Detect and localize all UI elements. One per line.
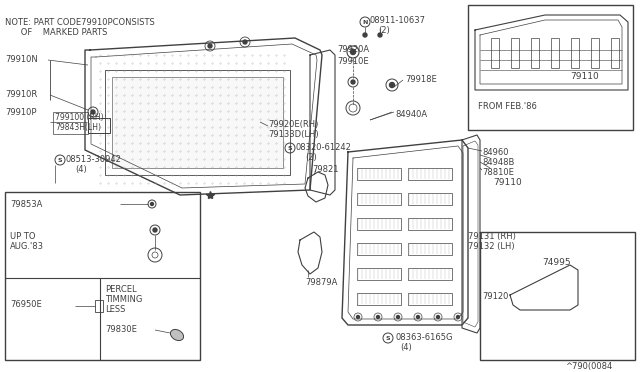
Circle shape: [376, 315, 380, 318]
Bar: [357, 193, 401, 205]
Circle shape: [153, 228, 157, 232]
Circle shape: [397, 315, 399, 318]
Circle shape: [456, 315, 460, 318]
Text: S: S: [288, 145, 292, 151]
Text: 84948B: 84948B: [482, 158, 515, 167]
Text: FROM FEB.'86: FROM FEB.'86: [478, 102, 537, 111]
Bar: [551, 38, 559, 68]
Circle shape: [91, 110, 95, 114]
Circle shape: [243, 40, 247, 44]
Bar: [408, 193, 452, 205]
Text: 79910P: 79910P: [5, 108, 36, 117]
Circle shape: [356, 315, 360, 318]
Bar: [53, 112, 88, 134]
Bar: [511, 38, 519, 68]
Text: 79920A: 79920A: [337, 45, 369, 54]
Text: LESS: LESS: [105, 305, 125, 314]
Bar: [468, 5, 633, 130]
Text: 79110: 79110: [570, 72, 599, 81]
Bar: [408, 168, 452, 180]
Text: 08911-10637: 08911-10637: [370, 16, 426, 25]
Text: (4): (4): [400, 343, 412, 352]
Text: 79910N: 79910N: [5, 55, 38, 64]
Text: (2): (2): [378, 26, 390, 35]
Bar: [5, 192, 200, 360]
Text: 79879A: 79879A: [305, 278, 337, 287]
Bar: [105, 70, 290, 175]
Bar: [357, 168, 401, 180]
Text: 78810E: 78810E: [482, 168, 514, 177]
Bar: [408, 243, 452, 255]
Bar: [408, 218, 452, 230]
Bar: [112, 77, 283, 168]
Text: NOTE: PART CODE79910PCONSISTS: NOTE: PART CODE79910PCONSISTS: [5, 18, 155, 27]
Text: 79120: 79120: [482, 292, 508, 301]
Circle shape: [363, 33, 367, 37]
Circle shape: [351, 80, 355, 84]
Text: 79920E(RH): 79920E(RH): [268, 120, 318, 129]
Bar: [480, 232, 635, 360]
Bar: [571, 38, 579, 68]
Bar: [491, 38, 499, 68]
Bar: [357, 218, 401, 230]
Circle shape: [436, 315, 440, 318]
Text: S: S: [386, 336, 390, 340]
Text: 08513-30942: 08513-30942: [66, 155, 122, 164]
Text: 79133D(LH): 79133D(LH): [268, 130, 319, 139]
Text: OF    MARKED PARTS: OF MARKED PARTS: [5, 28, 108, 37]
Text: 74995: 74995: [542, 258, 571, 267]
Circle shape: [378, 33, 382, 37]
Text: 79110: 79110: [493, 178, 522, 187]
Text: 79910E: 79910E: [337, 57, 369, 66]
Bar: [408, 293, 452, 305]
Ellipse shape: [170, 330, 184, 341]
Text: 84960: 84960: [482, 148, 509, 157]
Text: 84940A: 84940A: [395, 110, 427, 119]
Bar: [357, 268, 401, 280]
Text: (2): (2): [305, 153, 317, 162]
Circle shape: [150, 202, 154, 205]
Bar: [591, 38, 599, 68]
Text: S: S: [58, 157, 62, 163]
Circle shape: [390, 83, 394, 87]
Circle shape: [417, 315, 419, 318]
Text: 08363-6165G: 08363-6165G: [395, 333, 452, 342]
Bar: [611, 38, 619, 68]
Text: 79131 (RH): 79131 (RH): [468, 232, 516, 241]
Bar: [408, 268, 452, 280]
Bar: [357, 243, 401, 255]
Text: ^790(0084: ^790(0084: [565, 362, 612, 371]
Text: PERCEL: PERCEL: [105, 285, 136, 294]
Text: 79830E: 79830E: [105, 325, 137, 334]
Text: 79918E: 79918E: [405, 75, 436, 84]
Text: 799100 (RH): 799100 (RH): [55, 113, 104, 122]
Bar: [95, 300, 103, 312]
Text: (4): (4): [75, 165, 87, 174]
Bar: [531, 38, 539, 68]
Bar: [88, 118, 110, 133]
Text: 76950E: 76950E: [10, 300, 42, 309]
Text: 79853A: 79853A: [10, 200, 42, 209]
Text: N: N: [362, 19, 368, 25]
Text: 79821: 79821: [312, 165, 339, 174]
Circle shape: [208, 44, 212, 48]
Circle shape: [351, 49, 355, 55]
Text: 79132 (LH): 79132 (LH): [468, 242, 515, 251]
Text: 08320-61242: 08320-61242: [296, 143, 352, 152]
Text: UP TO: UP TO: [10, 232, 35, 241]
Text: AUG.'83: AUG.'83: [10, 242, 44, 251]
Text: TIMMING: TIMMING: [105, 295, 142, 304]
Text: 79843H(LH): 79843H(LH): [55, 123, 101, 132]
Text: 79910R: 79910R: [5, 90, 37, 99]
Bar: [357, 293, 401, 305]
